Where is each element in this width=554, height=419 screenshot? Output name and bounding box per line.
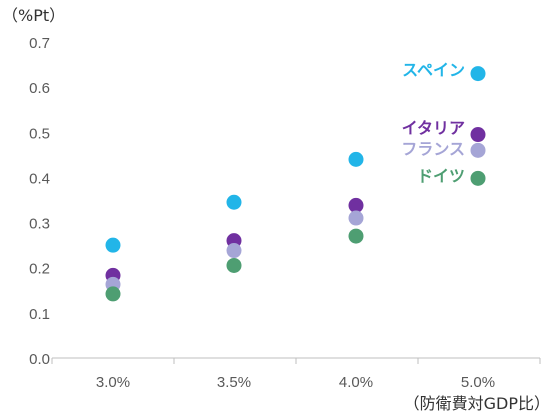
y-axis-title: （%Pt） — [2, 6, 65, 25]
y-axis-ticks: 0.0 0.1 0.2 0.3 0.4 0.5 0.6 0.7 — [29, 35, 50, 368]
y-tick-label: 0.6 — [29, 80, 50, 97]
x-tick-label: 3.5% — [217, 374, 251, 391]
data-point — [470, 66, 486, 82]
data-point — [470, 127, 486, 143]
y-tick-label: 0.1 — [29, 306, 50, 323]
x-axis-ticks: 3.0% 3.5% 4.0% 5.0% — [51, 358, 541, 391]
y-tick-label: 0.5 — [29, 125, 50, 142]
data-point — [348, 197, 364, 213]
data-point — [348, 228, 364, 244]
series-label: ドイツ — [417, 166, 465, 185]
data-point — [348, 151, 364, 167]
series-label: スペイン — [402, 61, 465, 80]
series-label: フランス — [401, 139, 465, 158]
data-point — [470, 170, 486, 186]
data-point — [348, 210, 364, 226]
series-label: イタリア — [402, 119, 465, 138]
x-axis-title: （防衛費対GDP比） — [404, 394, 550, 413]
y-tick-label: 0.4 — [29, 170, 50, 187]
data-point — [226, 257, 242, 273]
x-tick-label: 3.0% — [96, 374, 130, 391]
y-tick-label: 0.3 — [29, 216, 50, 233]
data-points — [105, 66, 486, 302]
x-tick-label: 5.0% — [461, 374, 495, 391]
data-point — [226, 243, 242, 259]
x-tick-label: 4.0% — [339, 374, 373, 391]
data-point — [105, 237, 121, 253]
y-tick-label: 0.7 — [29, 35, 50, 52]
y-tick-label: 0.0 — [29, 351, 50, 368]
data-point — [226, 194, 242, 210]
data-point — [470, 142, 486, 158]
y-tick-label: 0.2 — [29, 261, 50, 278]
data-point — [105, 286, 121, 302]
